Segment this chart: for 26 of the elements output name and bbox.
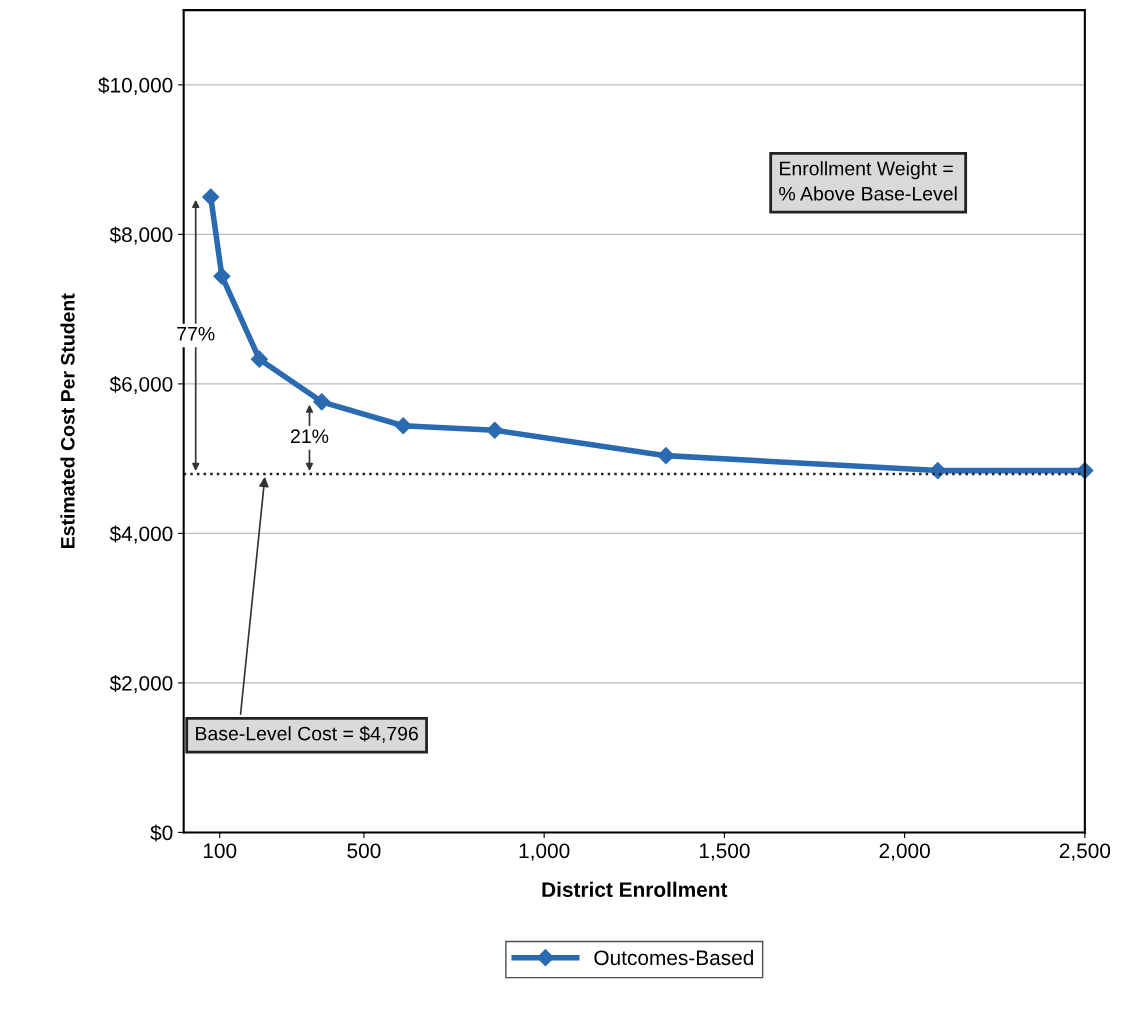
- x-tick-label: 1,500: [699, 843, 750, 861]
- annotation: 21%: [291, 429, 329, 443]
- y-tick-label: $10,000: [98, 76, 173, 96]
- annotation: Base-Level Cost = $4,796: [196, 725, 418, 743]
- point: [250, 350, 268, 368]
- y-axis-title: Estimated Cost Per Student: [60, 293, 75, 548]
- annotation: 77%: [177, 326, 215, 341]
- legend-label: Outcomes-Based: [594, 949, 753, 966]
- point: [213, 267, 231, 285]
- x-tick-label: 1,000: [519, 843, 570, 861]
- x-tick-label: 2,500: [1059, 843, 1111, 861]
- annotation: Enrollment Weight = % Above Base-Level: [779, 161, 957, 201]
- y-tick-label: $2,000: [109, 675, 173, 694]
- point: [313, 393, 331, 411]
- point: [486, 421, 504, 439]
- y-tick-label: $8,000: [109, 226, 173, 245]
- x-tick-label: 2,000: [879, 843, 930, 861]
- point: [202, 188, 220, 206]
- x-tick-label: 500: [347, 843, 381, 859]
- y-tick-label: $4,000: [109, 525, 173, 544]
- y-tick-label: $6,000: [109, 376, 173, 395]
- point: [394, 417, 412, 435]
- point: [657, 447, 675, 465]
- x-axis-title: District Enrollment: [542, 881, 728, 898]
- y-tick-label: $0: [150, 824, 173, 842]
- x-tick-label: 100: [203, 843, 237, 859]
